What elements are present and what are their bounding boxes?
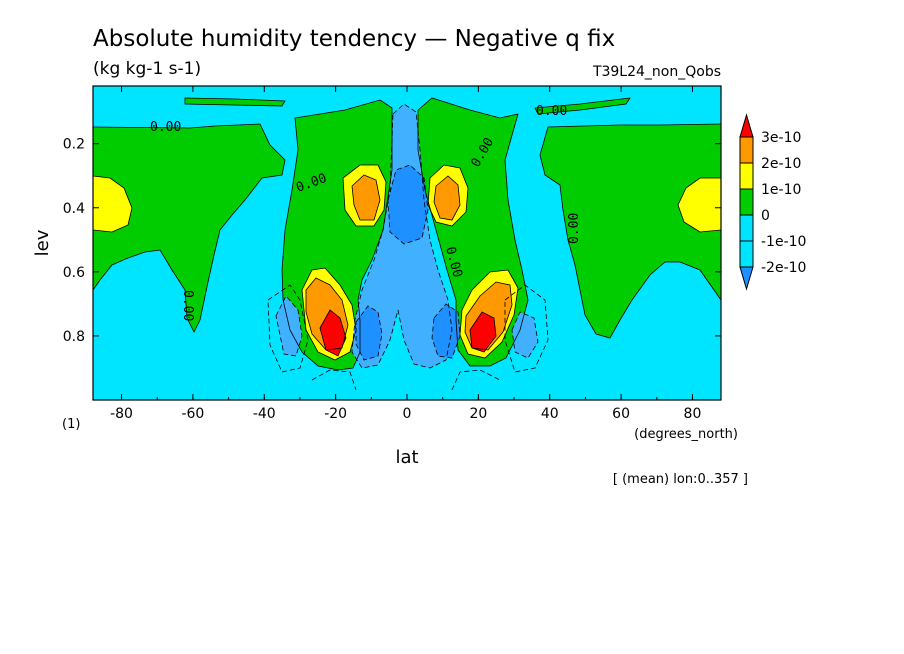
field-strong-negative-lower-right bbox=[432, 304, 460, 358]
colorbar-swatch bbox=[739, 188, 754, 216]
colorbar-swatch bbox=[739, 240, 754, 268]
x-axis: -80 -60 -40 -20 0 20 40 60 80 bbox=[110, 86, 701, 422]
field-red-left bbox=[320, 310, 346, 356]
colorbar-label: 3e-10 bbox=[761, 130, 801, 146]
field-red-right bbox=[470, 312, 496, 352]
y-axis: 0.2 0.4 0.6 0.8 bbox=[63, 137, 721, 345]
x-tick-label: 0 bbox=[403, 406, 412, 422]
contour-line-negative bbox=[387, 164, 429, 245]
x-tick-label: -80 bbox=[110, 406, 133, 422]
contour-line bbox=[539, 123, 721, 339]
colorbar-label: 2e-10 bbox=[761, 156, 801, 172]
x-tick-label: 80 bbox=[684, 406, 702, 422]
x-axis-label: lat bbox=[395, 447, 418, 468]
field-orange-upper-right bbox=[434, 176, 460, 220]
contour-line bbox=[93, 123, 286, 333]
contour-label: 0.00 bbox=[567, 213, 582, 244]
contour-line bbox=[93, 175, 721, 233]
x-tick-label: 20 bbox=[469, 406, 487, 422]
field-negative-lower-right bbox=[512, 312, 538, 358]
y-tick-label: 0.8 bbox=[63, 329, 85, 345]
contour-line-negative bbox=[351, 103, 453, 369]
contour-line-negative bbox=[311, 369, 501, 391]
contour-line bbox=[427, 164, 469, 227]
contour-line bbox=[184, 97, 631, 115]
y-tick-label: 0.4 bbox=[63, 201, 85, 217]
x-axis-units: (degrees_north) bbox=[634, 427, 738, 442]
field-zero-top-band-right bbox=[535, 98, 630, 114]
contour-lines bbox=[93, 97, 721, 371]
y-tick-label: 0.2 bbox=[63, 137, 85, 153]
y-axis-units: (1) bbox=[62, 417, 80, 432]
footer-note: [ (mean) lon:0..357 ] bbox=[613, 472, 748, 487]
x-tick-label: -20 bbox=[324, 406, 347, 422]
field-orange-upper-left bbox=[352, 175, 380, 220]
contour-line bbox=[417, 97, 529, 367]
field-zero-right bbox=[540, 124, 721, 338]
chart-units: (kg kg-1 s-1) bbox=[93, 59, 201, 79]
contour-line-negative bbox=[275, 295, 539, 359]
contour-fill-group bbox=[93, 86, 721, 400]
contour-label: 0.00 bbox=[180, 290, 195, 321]
x-tick-label: -40 bbox=[253, 406, 276, 422]
colorbar-label: 1e-10 bbox=[761, 182, 801, 198]
contour-line-negative bbox=[355, 303, 461, 361]
colorbar-label: -2e-10 bbox=[761, 260, 806, 276]
colorbar-swatch bbox=[739, 136, 754, 164]
plot-area: 0.00 0.00 0.00 0.00 0.00 0.00 0.00 -80 -6… bbox=[63, 85, 722, 422]
contour-label: 0.00 bbox=[150, 120, 181, 135]
colorbar-swatch bbox=[739, 162, 754, 190]
colorbar-swatch bbox=[739, 214, 754, 242]
y-tick-label: 0.6 bbox=[63, 265, 85, 281]
field-strong-negative-upper bbox=[388, 165, 428, 244]
colorbar-label: 0 bbox=[761, 208, 770, 224]
field-positive-right-edge bbox=[678, 178, 721, 232]
contour-line bbox=[459, 269, 519, 359]
x-tick-label: 40 bbox=[541, 406, 559, 422]
field-zero-left bbox=[93, 124, 285, 332]
colorbar-label: -1e-10 bbox=[761, 234, 806, 250]
contour-line-negative bbox=[267, 284, 549, 373]
contour-label: 0.00 bbox=[536, 104, 567, 119]
field-strong-negative-lower-left bbox=[356, 306, 382, 360]
contour-line bbox=[342, 164, 387, 227]
run-label: T39L24_non_Qobs bbox=[592, 64, 721, 80]
contour-lines-negative bbox=[267, 103, 549, 391]
x-tick-label: -60 bbox=[181, 406, 204, 422]
colorbar-swatch bbox=[739, 113, 754, 138]
colorbar: 3e-10 2e-10 1e-10 0 -1e-10 -2e-10 bbox=[739, 113, 806, 291]
colorbar-swatch bbox=[739, 266, 754, 291]
field-positive-left-edge bbox=[93, 176, 132, 232]
chart-title: Absolute humidity tendency — Negative q … bbox=[93, 26, 615, 52]
x-tick-label: 60 bbox=[612, 406, 630, 422]
y-axis-label: lev bbox=[32, 229, 53, 256]
